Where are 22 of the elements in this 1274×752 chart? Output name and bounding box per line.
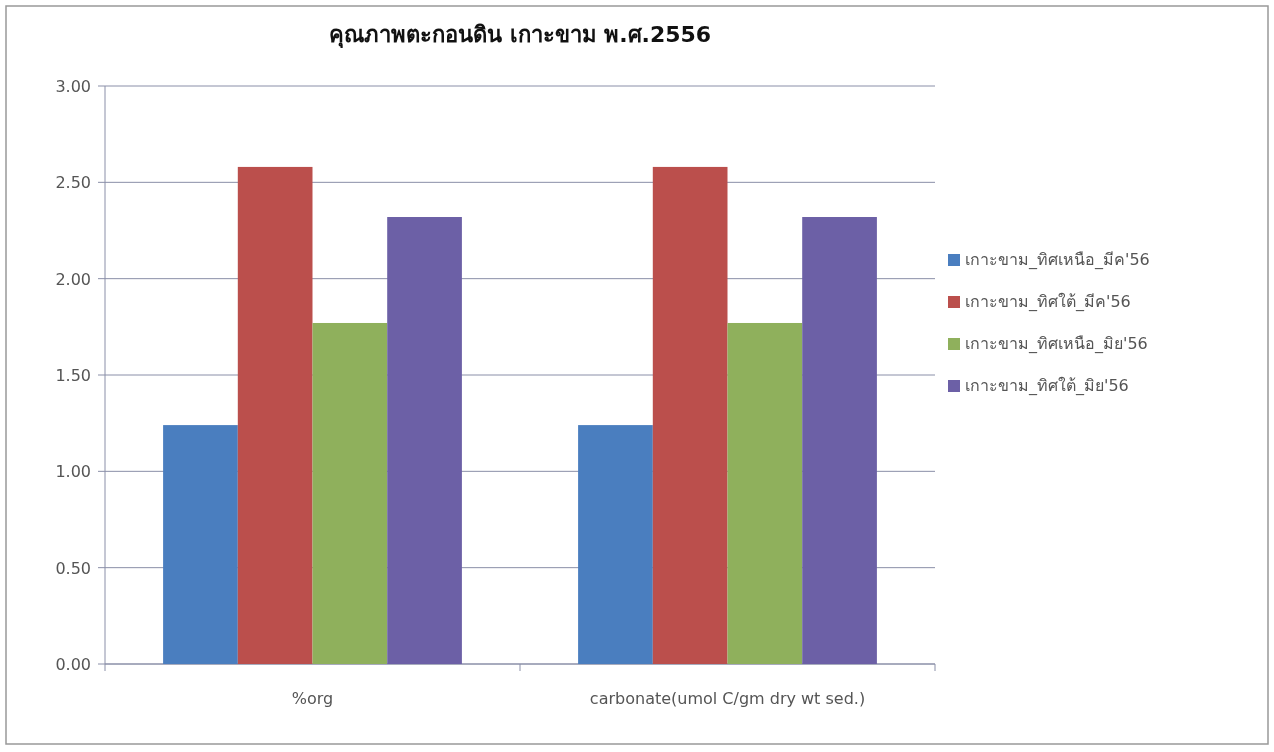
bar [237,166,313,664]
bar [163,425,238,664]
bar [312,322,388,664]
y-tick-label: 0.50 [55,558,91,578]
legend-label: เกาะขาม_ทิศเหนือ_มิย'56 [965,334,1148,354]
y-tick-label: 3.00 [55,77,91,96]
x-tick-label: carbonate(umol C/gm dry wt sed.) [589,689,866,708]
bar [652,166,728,664]
bar [387,217,462,664]
legend-label: เกาะขาม_ทิศใต้_มีค'56 [965,292,1131,312]
y-tick-label: 2.50 [55,173,91,193]
bar [578,425,653,664]
legend-label: เกาะขาม_ทิศใต้_มิย'56 [965,376,1129,396]
chart-title: คุณภาพตะกอนดิน เกาะขาม พ.ศ.2556 [328,22,712,49]
y-tick-label: 1.50 [55,366,91,385]
y-tick-label: 0.00 [55,655,91,674]
bar [727,322,803,664]
x-tick-label: %org [291,689,334,708]
y-tick-label: 1.00 [55,462,91,482]
legend-label: เกาะขาม_ทิศเหนือ_มีค'56 [965,250,1150,270]
y-tick-label: 2.00 [55,269,91,289]
bar [802,217,877,664]
